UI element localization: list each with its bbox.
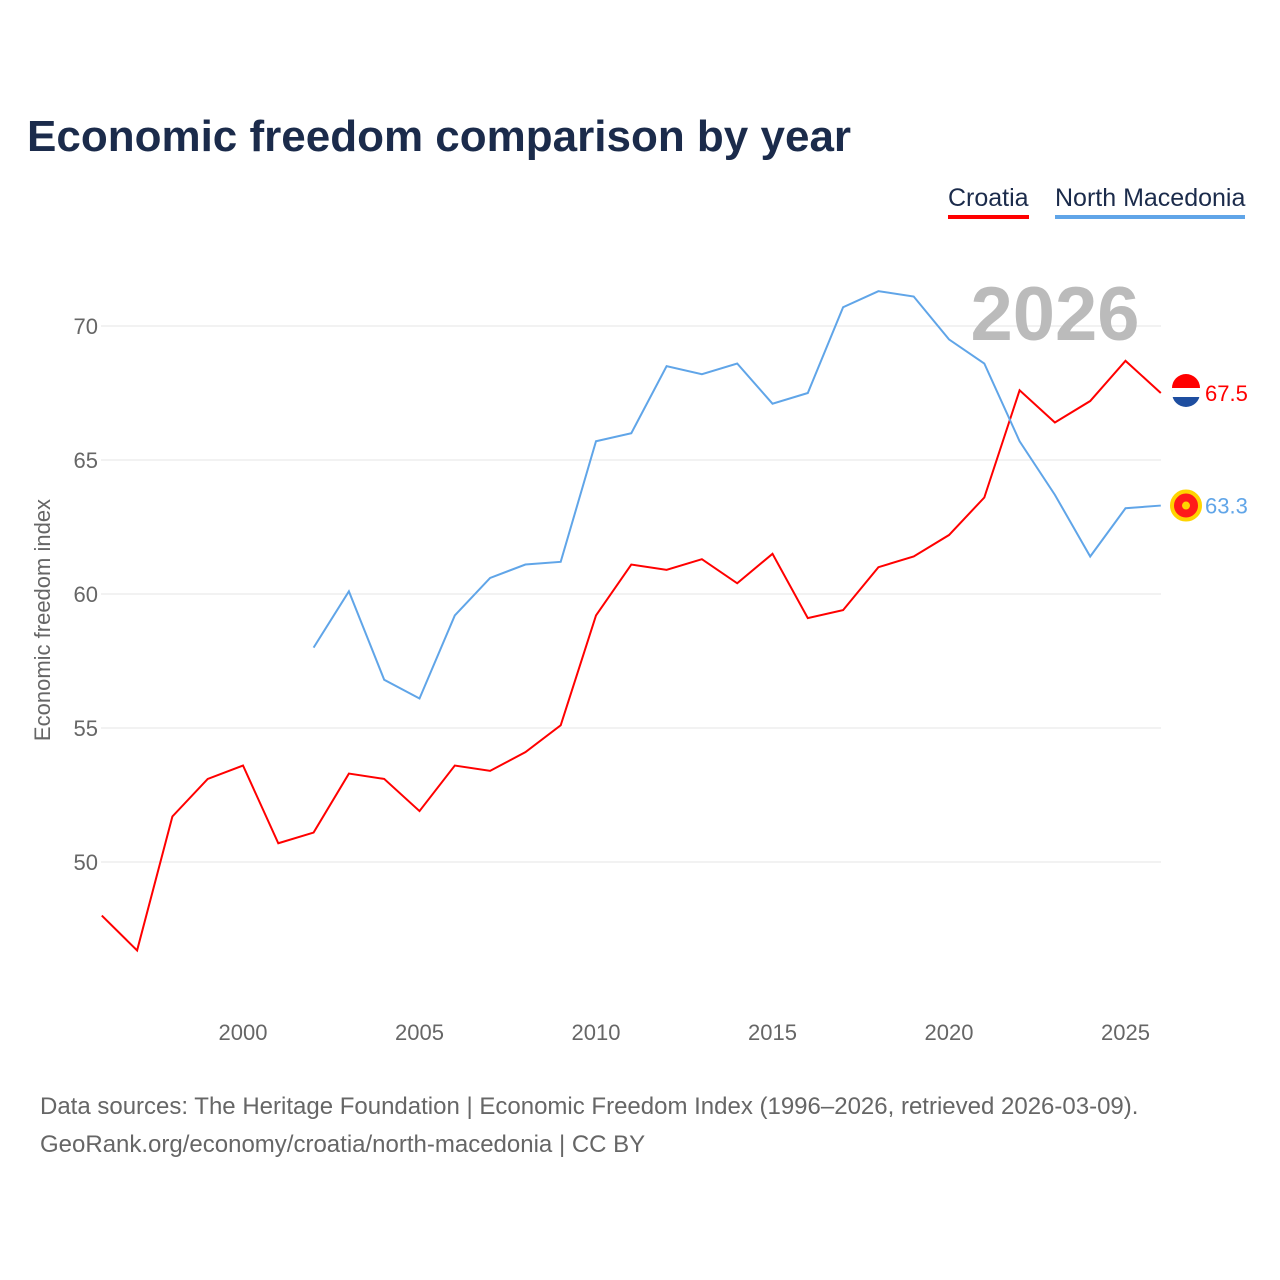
flag-sun xyxy=(1182,501,1190,510)
footer: Data sources: The Heritage Foundation | … xyxy=(40,1088,1138,1164)
y-tick-label: 60 xyxy=(74,582,98,607)
legend-croatia[interactable]: Croatia xyxy=(948,184,1029,219)
legend-north-macedonia[interactable]: North Macedonia xyxy=(1055,184,1246,219)
chart-title: Economic freedom comparison by year xyxy=(27,112,852,161)
y-tick-label: 65 xyxy=(74,448,98,473)
end-value-label: 67.5 xyxy=(1205,381,1248,406)
x-tick-label: 2025 xyxy=(1101,1020,1150,1045)
y-axis-label: Economic freedom index xyxy=(30,499,55,741)
x-tick-label: 2010 xyxy=(572,1020,621,1045)
y-tick-label: 55 xyxy=(74,716,98,741)
y-tick-label: 70 xyxy=(74,314,98,339)
footer-link[interactable]: GeoRank.org/economy/croatia/north-macedo… xyxy=(40,1131,646,1158)
x-tick-label: 2005 xyxy=(395,1020,444,1045)
series-line-north-macedonia xyxy=(312,290,1161,700)
series-line-croatia xyxy=(101,359,1162,953)
x-tick-label: 2000 xyxy=(219,1020,268,1045)
footer-sources: Data sources: The Heritage Foundation | … xyxy=(40,1093,1139,1120)
end-value-label: 63.3 xyxy=(1205,494,1248,519)
year-watermark: 2026 xyxy=(970,272,1139,357)
x-tick-label: 2015 xyxy=(748,1020,797,1045)
flag-stripe xyxy=(1172,374,1200,388)
y-tick-label: 50 xyxy=(74,850,98,875)
x-tick-label: 2020 xyxy=(925,1020,974,1045)
